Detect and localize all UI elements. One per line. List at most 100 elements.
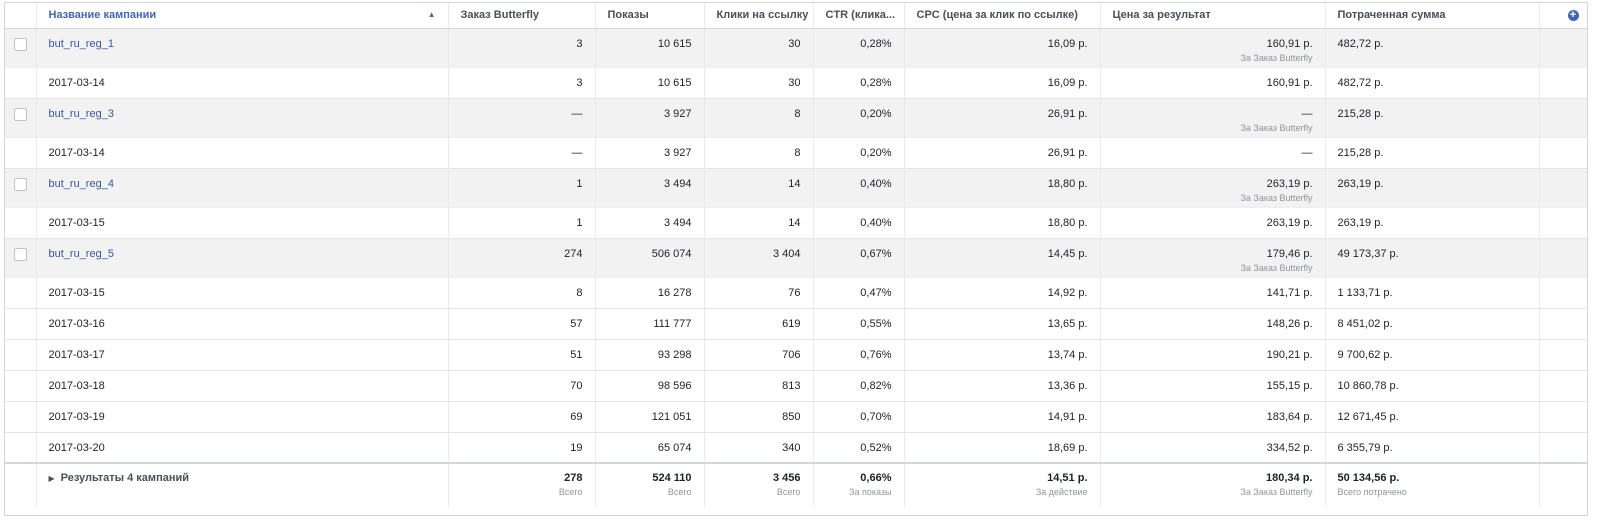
caret-right-icon[interactable]: ▶: [48, 474, 55, 483]
result-price-sub: За Заказ Butterfly: [1240, 122, 1313, 133]
plus-circle-icon[interactable]: +: [1567, 10, 1579, 21]
cell-result-price: 334,52 р.: [1100, 431, 1326, 463]
cell-cpc: 16,09 р.: [904, 66, 1101, 98]
cell-spent: 10 860,78 р.: [1325, 369, 1540, 401]
cell-result-price: 179,46 р. За Заказ Butterfly: [1100, 237, 1326, 277]
cell-cpc: 18,69 р.: [904, 431, 1101, 463]
cell-name: but_ru_reg_5: [36, 237, 449, 277]
cell-trailing: [1539, 136, 1587, 168]
cell-ctr: 0,28%: [813, 27, 905, 67]
cell-name: 2017-03-19: [36, 400, 449, 432]
cell-spent: 1 133,71 р.: [1325, 276, 1540, 308]
campaign-name-link[interactable]: but_ru_reg_5: [48, 247, 114, 260]
totals-clicks-cell: 3 456 Всего: [704, 462, 814, 507]
cell-cpc: 13,74 р.: [904, 338, 1101, 370]
cell-trailing: [1539, 431, 1587, 463]
row-checkbox[interactable]: [13, 107, 27, 121]
col-header-orders[interactable]: Заказ Butterfly: [448, 3, 596, 29]
cell-cpc: 14,92 р.: [904, 276, 1101, 308]
cell-spent: 9 700,62 р.: [1325, 338, 1540, 370]
campaign-row[interactable]: but_ru_reg_4 1 3 494 14 0,40% 18,80 р. 263,19 …: [5, 167, 1587, 207]
col-header-name[interactable]: Название кампании ▲: [36, 3, 449, 29]
cell-cpc: 16,09 р.: [904, 27, 1101, 67]
cell-cpc: 14,45 р.: [904, 237, 1101, 277]
cell-impressions: 3 494: [595, 206, 705, 238]
cell-result-price: —: [1100, 136, 1326, 168]
cell-spent: 49 173,37 р.: [1325, 237, 1540, 277]
row-checkbox[interactable]: [13, 37, 27, 51]
row-checkbox[interactable]: [13, 247, 27, 261]
cell-ctr: 0,28%: [813, 66, 905, 98]
cell-impressions: 10 615: [595, 27, 705, 67]
result-price-sub: За Заказ Butterfly: [1240, 192, 1313, 203]
campaign-row[interactable]: but_ru_reg_3—3 927 8 0,20% 26,91 р. — За Зака…: [5, 97, 1587, 137]
row-checkbox-cell: [5, 237, 37, 277]
cell-spent: 482,72 р.: [1325, 27, 1540, 67]
cell-trailing: [1539, 167, 1587, 207]
campaign-name-link[interactable]: but_ru_reg_3: [48, 107, 114, 120]
col-header-spent[interactable]: Потраченная сумма: [1325, 3, 1540, 29]
date-row[interactable]: 2017-03-14—3 927 8 0,20% 26,91 р. —215,28 р.: [5, 136, 1587, 168]
cell-ctr: 0,82%: [813, 369, 905, 401]
campaign-row[interactable]: but_ru_reg_5 274 506 074 3 404 0,67% 14,45 р.…: [5, 237, 1587, 277]
date-row[interactable]: 2017-03-20 19 65 074 340 0,52% 18,69 р. 334,52…: [5, 431, 1587, 463]
cell-orders: 1: [448, 167, 596, 207]
totals-ctr: 0,66%: [860, 472, 892, 484]
cell-orders: 51: [448, 338, 596, 370]
col-header-result-price[interactable]: Цена за результат: [1100, 3, 1326, 29]
cell-cpc: 26,91 р.: [904, 97, 1101, 137]
cell-name: but_ru_reg_1: [36, 27, 449, 67]
cell-result-price: 141,71 р.: [1100, 276, 1326, 308]
row-checkbox[interactable]: [13, 177, 27, 191]
date-row[interactable]: 2017-03-14 3 10 615 30 0,28% 16,09 р. 160,91 р…: [5, 66, 1587, 98]
totals-cpc-sub: За действие: [1035, 487, 1088, 497]
totals-impressions: 524 110: [652, 472, 692, 484]
cell-name: but_ru_reg_4: [36, 167, 449, 207]
totals-empty-cell: [5, 462, 37, 507]
cell-trailing: [1539, 66, 1587, 98]
cell-clicks: 619: [704, 307, 814, 339]
sort-up-icon[interactable]: ▲: [427, 10, 436, 19]
cell-result-price: 155,15 р.: [1100, 369, 1326, 401]
cell-impressions: 3 927: [595, 97, 705, 137]
row-checkbox-cell: [5, 66, 37, 98]
totals-result-price: 180,34 р.: [1266, 472, 1313, 484]
totals-name-cell[interactable]: ▶ Результаты 4 кампаний: [36, 462, 449, 507]
campaign-name-link[interactable]: but_ru_reg_1: [48, 37, 114, 50]
cell-trailing: [1539, 97, 1587, 137]
cell-impressions: 121 051: [595, 400, 705, 432]
cell-name: 2017-03-17: [36, 338, 449, 370]
row-checkbox-cell: [5, 400, 37, 432]
col-header-cpc[interactable]: CPC (цена за клик по ссылке): [904, 3, 1101, 29]
result-price-value: 160,91 р.: [1266, 76, 1313, 89]
cell-trailing: [1539, 27, 1587, 67]
cell-ctr: 0,20%: [813, 136, 905, 168]
cell-ctr: 0,67%: [813, 237, 905, 277]
date-row[interactable]: 2017-03-18 70 98 596 813 0,82% 13,36 р. 155,15…: [5, 369, 1587, 401]
cell-result-price: 160,91 р. За Заказ Butterfly: [1100, 27, 1326, 67]
cell-orders: 70: [448, 369, 596, 401]
row-checkbox-cell: [5, 338, 37, 370]
result-price-value: 263,19 р.: [1266, 177, 1313, 190]
cell-impressions: 506 074: [595, 237, 705, 277]
totals-result-sub: За Заказ Butterfly: [1240, 487, 1313, 497]
campaign-row[interactable]: but_ru_reg_1 3 10 615 30 0,28% 16,09 р. 160,91…: [5, 27, 1587, 67]
date-row[interactable]: 2017-03-15 1 3 494 14 0,40% 18,80 р. 263,19 р.…: [5, 206, 1587, 238]
result-price-value: 334,52 р.: [1266, 441, 1313, 454]
date-row[interactable]: 2017-03-15 8 16 278 76 0,47% 14,92 р. 141,71 р…: [5, 276, 1587, 308]
cell-clicks: 3 404: [704, 237, 814, 277]
date-row[interactable]: 2017-03-17 51 93 298 706 0,76% 13,74 р. 190,21…: [5, 338, 1587, 370]
cell-ctr: 0,47%: [813, 276, 905, 308]
col-header-ctr[interactable]: CTR (клика...: [813, 3, 905, 29]
totals-orders-sub: Всего: [558, 487, 583, 497]
cell-trailing: [1539, 307, 1587, 339]
totals-impressions-cell: 524 110 Всего: [595, 462, 705, 507]
cell-impressions: 93 298: [595, 338, 705, 370]
col-header-clicks[interactable]: Клики на ссылку: [704, 3, 814, 29]
date-row[interactable]: 2017-03-16 57 111 777 619 0,55% 13,65 р. 148,2…: [5, 307, 1587, 339]
date-row[interactable]: 2017-03-19 69 121 051 850 0,70% 14,91 р. 183,6…: [5, 400, 1587, 432]
col-header-impressions[interactable]: Показы: [595, 3, 705, 29]
cell-orders: 1: [448, 206, 596, 238]
cell-spent: 482,72 р.: [1325, 66, 1540, 98]
campaign-name-link[interactable]: but_ru_reg_4: [48, 177, 114, 190]
